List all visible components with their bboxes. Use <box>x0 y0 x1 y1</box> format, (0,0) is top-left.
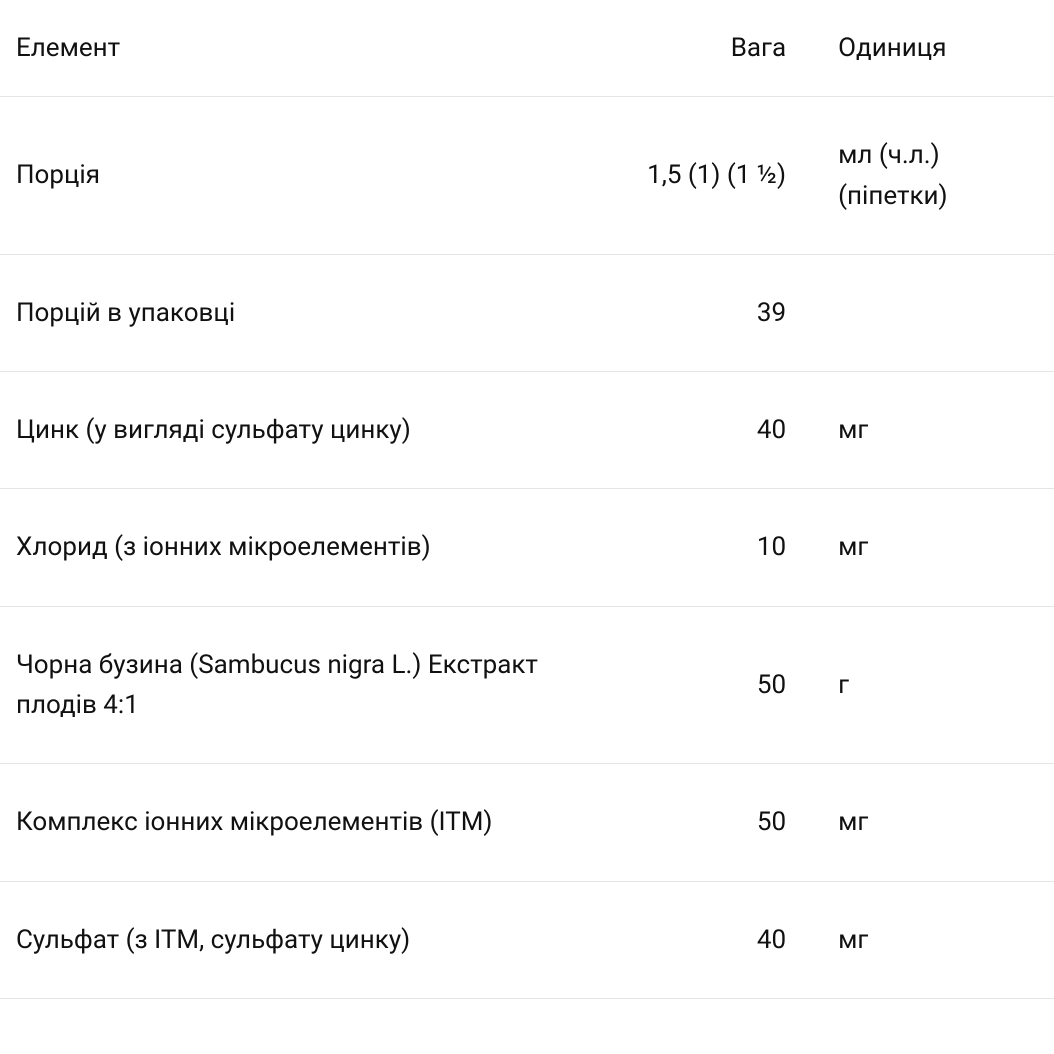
table-row: Комплекс іонних мікроелементів (ITM) 50 … <box>0 764 1054 881</box>
cell-unit: мг <box>822 881 1054 998</box>
cell-weight: 39 <box>590 254 822 371</box>
table-row: Порція 1,5 (1) (1 ½) мл (ч.л.) (піпетки) <box>0 97 1054 255</box>
table-row: Хлорид (з іонних мікроелементів) 10 мг <box>0 489 1054 606</box>
cell-weight: 40 <box>590 372 822 489</box>
cell-element: Сульфат (з ITM, сульфату цинку) <box>0 881 590 998</box>
nutrition-table: Елемент Вага Одиниця Порція 1,5 (1) (1 ½… <box>0 0 1054 999</box>
col-header-weight: Вага <box>590 0 822 97</box>
cell-element: Порція <box>0 97 590 255</box>
table-row: Порцій в упаковці 39 <box>0 254 1054 371</box>
cell-element: Комплекс іонних мікроелементів (ITM) <box>0 764 590 881</box>
cell-element: Порцій в упаковці <box>0 254 590 371</box>
table-header-row: Елемент Вага Одиниця <box>0 0 1054 97</box>
table-row: Цинк (у вигляді сульфату цинку) 40 мг <box>0 372 1054 489</box>
cell-weight: 50 <box>590 606 822 764</box>
col-header-element: Елемент <box>0 0 590 97</box>
cell-unit: г <box>822 606 1054 764</box>
table-row: Чорна бузина (Sambucus nigra L.) Екстрак… <box>0 606 1054 764</box>
cell-weight: 50 <box>590 764 822 881</box>
cell-weight: 40 <box>590 881 822 998</box>
cell-unit: мг <box>822 372 1054 489</box>
cell-unit: мг <box>822 489 1054 606</box>
cell-element: Хлорид (з іонних мікроелементів) <box>0 489 590 606</box>
cell-unit: мл (ч.л.) (піпетки) <box>822 97 1054 255</box>
cell-element: Чорна бузина (Sambucus nigra L.) Екстрак… <box>0 606 590 764</box>
cell-unit: мг <box>822 764 1054 881</box>
cell-weight: 1,5 (1) (1 ½) <box>590 97 822 255</box>
cell-unit <box>822 254 1054 371</box>
col-header-unit: Одиниця <box>822 0 1054 97</box>
table-row: Сульфат (з ITM, сульфату цинку) 40 мг <box>0 881 1054 998</box>
cell-element: Цинк (у вигляді сульфату цинку) <box>0 372 590 489</box>
cell-weight: 10 <box>590 489 822 606</box>
